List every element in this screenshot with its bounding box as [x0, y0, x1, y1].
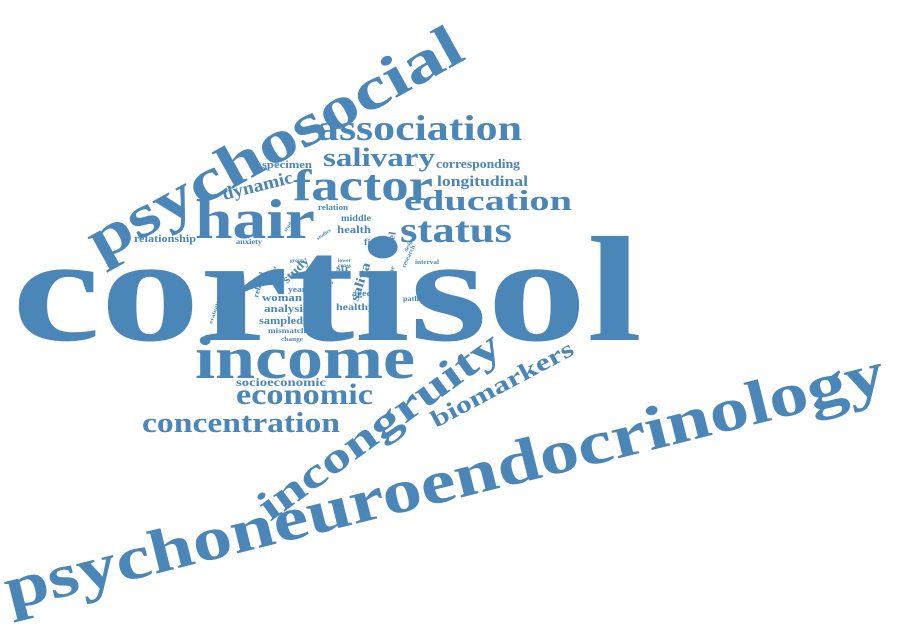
word-lower: lower	[338, 259, 352, 264]
word-form: form	[322, 281, 334, 286]
word-healthy: healthy	[336, 302, 375, 312]
word-economic: economic	[236, 378, 373, 411]
word-level: level	[384, 231, 399, 255]
word-group: group	[290, 259, 304, 264]
word-corresponding: corresponding	[436, 156, 521, 171]
word-specimen: specimen	[262, 160, 313, 171]
word-health: health	[337, 225, 372, 236]
word-association: association	[317, 108, 522, 148]
word-middle: middle	[341, 213, 371, 223]
word-pathway: pathway	[403, 295, 434, 303]
word-relationship: relationship	[134, 234, 197, 245]
word-analysis: analysis	[264, 304, 308, 315]
word-hair: hair	[195, 189, 315, 251]
word-aged: aged	[352, 289, 373, 298]
word-longitudinal: longitudinal	[437, 174, 528, 190]
word-change: change	[281, 337, 303, 343]
word-finding: finding	[364, 237, 397, 247]
word-concentration: concentration	[142, 408, 341, 439]
word-interval: interval	[415, 260, 439, 266]
word-higher: higher	[270, 265, 278, 283]
word-salivary: salivary	[323, 143, 435, 172]
word-mismatch: mismatch	[268, 327, 306, 335]
word-cortisol: cortisol	[12, 207, 642, 373]
word-socioeconomic: socioeconomic	[236, 375, 327, 389]
word-sampled: sampled	[259, 316, 304, 327]
word-time: time	[386, 265, 397, 281]
word-relation: relation	[318, 203, 349, 212]
word-education: education	[404, 186, 573, 217]
word-income: income	[195, 325, 415, 391]
word-factor: factor	[293, 161, 433, 210]
word-year: year	[288, 285, 307, 294]
word-str: str	[336, 263, 350, 273]
word-cross: cross	[338, 264, 351, 269]
word-woman: woman	[262, 293, 303, 304]
word-anxiety: anxiety	[236, 238, 263, 246]
word-design: design	[404, 238, 415, 253]
word-status: status	[400, 210, 512, 250]
